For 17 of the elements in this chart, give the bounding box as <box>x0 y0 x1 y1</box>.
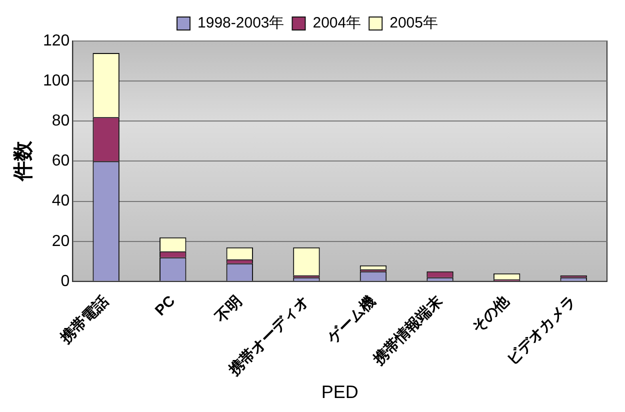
y-tick-label: 0 <box>60 272 70 290</box>
y-tick-label: 20 <box>52 232 70 250</box>
x-tick-label: その他 <box>468 292 514 336</box>
legend-label: 2004年 <box>312 14 362 32</box>
x-tick-label: PC <box>152 292 179 320</box>
legend-label: 2005年 <box>390 14 438 32</box>
y-tick-label: 80 <box>52 112 70 130</box>
legend-label: 1998-2003年 <box>198 14 284 32</box>
x-axis-title: PED <box>321 382 358 402</box>
x-tick-label: 不明 <box>211 292 246 326</box>
y-tick-label: 60 <box>52 152 70 170</box>
x-tick-label: 携帯電話 <box>56 292 112 348</box>
y-axis-title: 件数 <box>12 140 35 182</box>
x-tick-label: ゲーム機 <box>324 292 379 348</box>
y-tick-label: 100 <box>42 72 70 90</box>
y-tick-label: 120 <box>42 32 70 50</box>
y-tick-label: 40 <box>52 192 70 210</box>
